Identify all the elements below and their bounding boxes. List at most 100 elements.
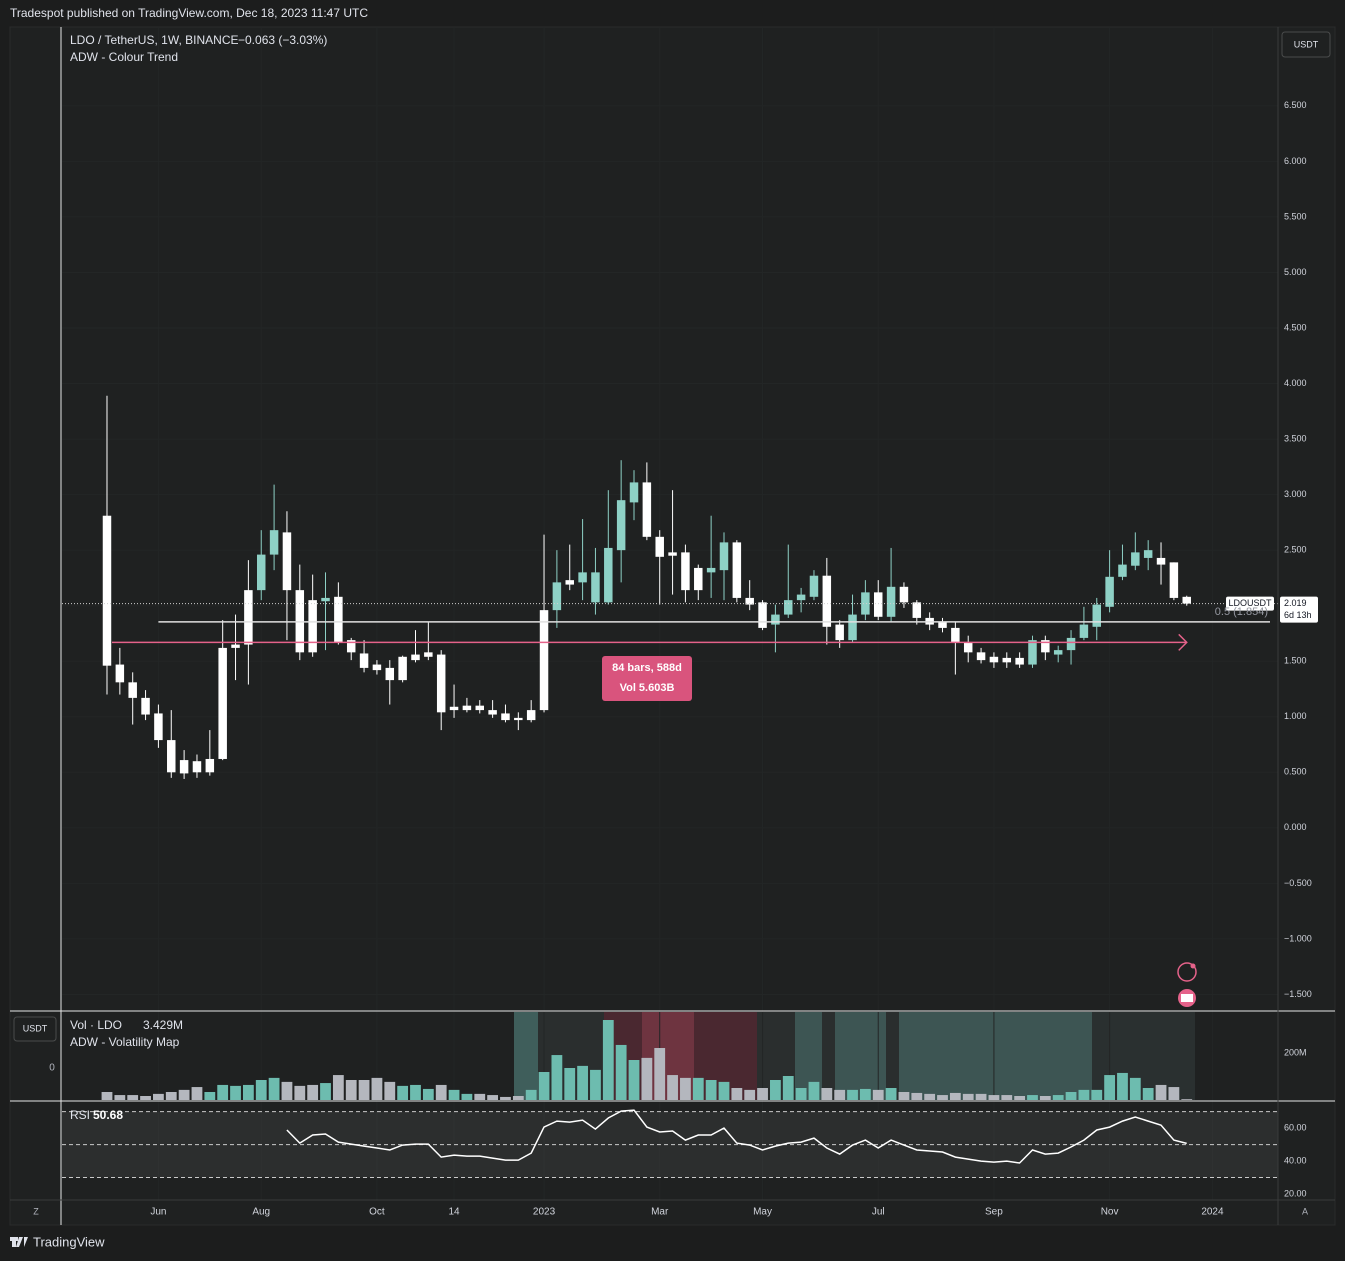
x-tick-label: Jul [872, 1207, 885, 1218]
y-tick-label: −0.500 [1284, 878, 1312, 888]
volume-bar [230, 1085, 241, 1100]
volume-bar [680, 1077, 691, 1100]
candle-body [244, 590, 253, 645]
x-tick-label: 2023 [533, 1207, 556, 1218]
candle-body [205, 758, 215, 773]
candle-body [1053, 650, 1063, 655]
candle-body [346, 640, 356, 653]
zone [899, 1012, 1092, 1100]
candle-body [578, 572, 587, 583]
candle-body [539, 610, 549, 711]
x-tick-label: Aug [252, 1207, 270, 1218]
volume-bar [924, 1093, 936, 1100]
x-tick-label: Sep [985, 1207, 1003, 1218]
candle-body [436, 654, 446, 713]
candle-body [1105, 576, 1114, 607]
volume-bar [1027, 1095, 1038, 1100]
candle-body [822, 575, 832, 627]
candle-body [167, 740, 176, 773]
symbol-box [1226, 596, 1274, 611]
currency-button[interactable] [1281, 31, 1331, 58]
x-tick-label: Mar [651, 1207, 669, 1218]
y-tick-label: 40.00 [1284, 1155, 1307, 1165]
measure-bars: 84 bars, 588d [612, 662, 682, 674]
candle-body [218, 647, 227, 759]
candle-body [154, 713, 163, 741]
volume-bar [1039, 1096, 1051, 1100]
rsi-last: 50.68 [93, 1108, 123, 1122]
y-tick-label: 6.000 [1284, 156, 1307, 166]
candle-body [642, 482, 652, 537]
y-tick-label: 3.500 [1284, 433, 1307, 443]
candle-body [102, 515, 112, 666]
volume-bar [255, 1080, 267, 1100]
volume-bar [898, 1092, 910, 1100]
volume-bar [975, 1093, 987, 1100]
candle-body [308, 600, 317, 653]
symbol-title: LDO / TetherUS, 1W, BINANCE [70, 33, 239, 47]
volume-bar [757, 1088, 768, 1100]
candle-body [334, 596, 343, 643]
volume-bar [692, 1077, 704, 1100]
y-tick-label: 0.500 [1284, 767, 1307, 777]
volume-bar [114, 1095, 126, 1100]
price-box [1280, 596, 1318, 623]
candle-body [552, 582, 562, 611]
volume-bar [911, 1092, 923, 1100]
y-tick-label: 5.500 [1284, 211, 1307, 221]
candle-body [1131, 552, 1140, 566]
volume-bar [1078, 1089, 1090, 1100]
x-tick-label: 14 [448, 1207, 460, 1218]
volume-bar [538, 1072, 550, 1100]
volume-title: Vol · LDO [70, 1018, 122, 1032]
scale-button[interactable]: Z [33, 1206, 39, 1216]
y-tick-label: 20.00 [1284, 1188, 1307, 1198]
y-tick-label: 200M [1284, 1047, 1307, 1057]
candle-body [359, 653, 369, 668]
volume-last: 3.429M [143, 1018, 183, 1032]
candle-body [1015, 657, 1024, 665]
flag [1181, 994, 1193, 1002]
candle-body [385, 667, 395, 681]
y-tick-label: 1.500 [1284, 656, 1307, 666]
scale-button[interactable]: A [1302, 1206, 1308, 1216]
candle-body [719, 542, 729, 571]
volume-bar [1001, 1095, 1013, 1100]
volume-bar [859, 1088, 871, 1100]
volume-bar [332, 1075, 344, 1100]
candle-body [771, 614, 780, 625]
countdown: 6d 13h [1284, 610, 1312, 620]
alert-icon[interactable] [1177, 962, 1197, 982]
candle-body [963, 642, 973, 653]
volume-bar [667, 1075, 678, 1100]
volume-bar [242, 1084, 254, 1100]
brand: TradingView [33, 1234, 105, 1249]
currency[interactable]: USDT [1294, 39, 1319, 49]
currency[interactable]: USDT [23, 1023, 48, 1033]
candle-body [591, 572, 600, 603]
y-tick-label: −1.500 [1284, 989, 1312, 999]
volume-bar [654, 1048, 666, 1100]
candle-body [784, 600, 793, 615]
volume-bar [320, 1083, 331, 1100]
volume-bar [847, 1089, 858, 1100]
plot: Jun Aug Oct 14 2023 Mar May Jul Sep Nov 2024 −1.500… [62, 27, 1318, 1218]
candle-body [192, 761, 202, 773]
volume-bar [782, 1076, 794, 1100]
volume-bar [153, 1093, 164, 1100]
currency-button[interactable] [13, 1016, 57, 1042]
volume-bar [307, 1084, 319, 1100]
candle-body [231, 644, 240, 648]
logo-mark [10, 1237, 28, 1247]
volume-bar [628, 1060, 640, 1100]
volume-bar [564, 1068, 576, 1100]
y-tick-label: −1.000 [1284, 933, 1312, 943]
volume-bar [384, 1081, 396, 1100]
price-change: −0.063 (−3.03%) [238, 33, 327, 47]
y-tick-label: 60.00 [1284, 1122, 1307, 1132]
volume-bar [294, 1085, 306, 1100]
volume-bar [1052, 1095, 1064, 1100]
candle-body [462, 705, 472, 711]
volume-bar [1091, 1089, 1103, 1100]
candle-body [848, 614, 857, 641]
